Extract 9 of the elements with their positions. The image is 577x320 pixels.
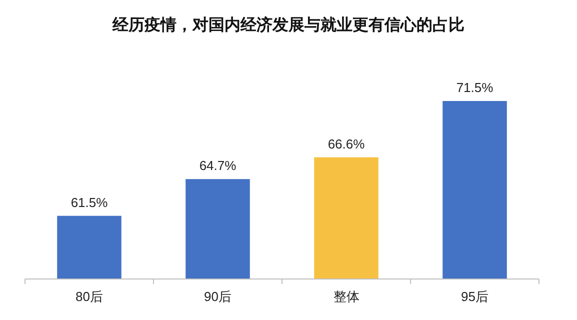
x-tick-label: 90后 [204, 289, 232, 304]
x-tick-label: 80后 [76, 289, 103, 304]
chart-title: 经历疫情，对国内经济发展与就业更有信心的占比 [112, 15, 464, 34]
x-tick-label: 95后 [461, 289, 488, 304]
data-label: 66.6% [328, 136, 366, 152]
data-label: 71.5% [456, 80, 494, 95]
data-label: 61.5% [70, 194, 108, 210]
x-tick-label: 整体 [333, 289, 360, 304]
data-label: 64.7% [199, 158, 237, 174]
